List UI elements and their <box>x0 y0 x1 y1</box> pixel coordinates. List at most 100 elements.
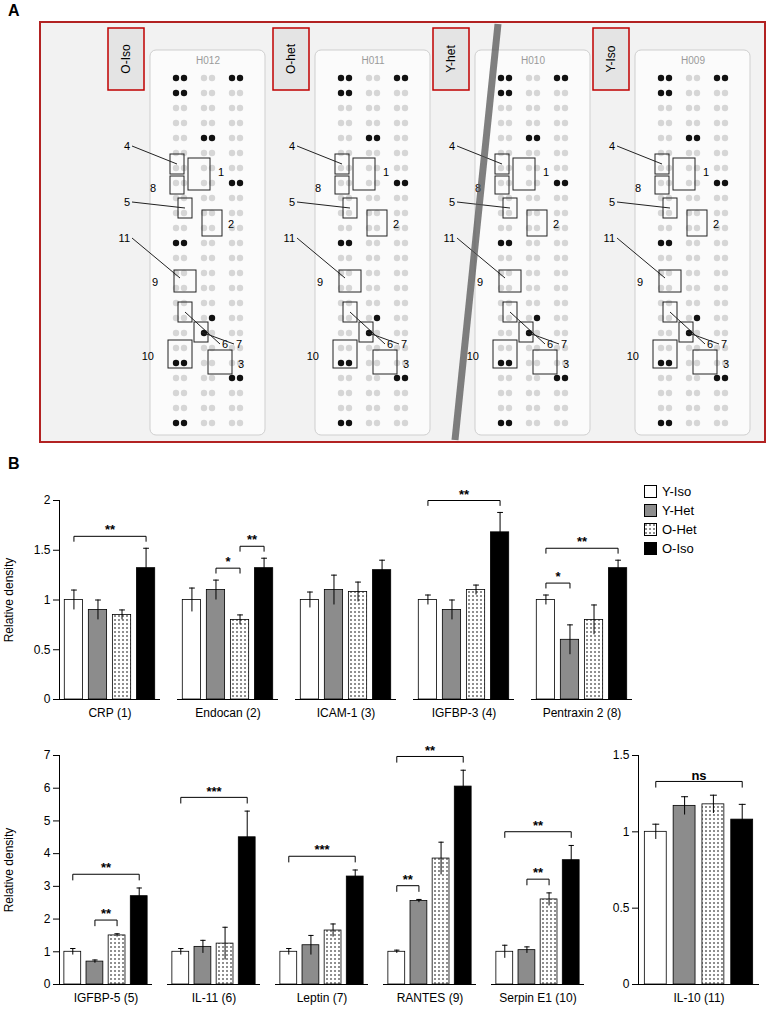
svg-text:**: ** <box>247 532 258 547</box>
svg-text:4: 4 <box>44 846 51 860</box>
svg-text:H009: H009 <box>681 55 705 66</box>
svg-text:H012: H012 <box>196 55 220 66</box>
svg-text:H011: H011 <box>361 55 385 66</box>
svg-text:2: 2 <box>44 493 51 507</box>
svg-text:10: 10 <box>307 350 319 362</box>
svg-text:1: 1 <box>703 166 709 178</box>
svg-text:2: 2 <box>713 218 719 230</box>
svg-text:2: 2 <box>44 912 51 926</box>
svg-text:ICAM-1 (3): ICAM-1 (3) <box>317 706 376 720</box>
svg-text:IL-11 (6): IL-11 (6) <box>192 991 236 1005</box>
svg-text:3: 3 <box>44 879 51 893</box>
svg-text:2: 2 <box>553 218 559 230</box>
svg-text:2: 2 <box>228 218 234 230</box>
svg-text:**: ** <box>403 872 414 887</box>
svg-text:9: 9 <box>152 276 158 288</box>
svg-text:8: 8 <box>635 182 641 194</box>
svg-text:**: ** <box>101 906 112 921</box>
svg-text:3: 3 <box>563 358 569 370</box>
svg-text:10: 10 <box>467 350 479 362</box>
svg-text:5: 5 <box>289 196 295 208</box>
svg-text:4: 4 <box>449 140 455 152</box>
svg-text:6: 6 <box>387 338 394 350</box>
svg-text:10: 10 <box>627 350 639 362</box>
svg-text:1.5: 1.5 <box>613 748 630 762</box>
svg-text:H010: H010 <box>521 55 545 66</box>
svg-text:0: 0 <box>44 692 51 706</box>
svg-text:**: ** <box>577 534 588 549</box>
svg-text:Leptin (7): Leptin (7) <box>297 991 348 1005</box>
svg-text:11: 11 <box>604 232 615 244</box>
svg-text:4: 4 <box>289 140 295 152</box>
svg-text:5: 5 <box>124 196 130 208</box>
svg-text:9: 9 <box>637 276 643 288</box>
svg-text:ns: ns <box>691 768 706 783</box>
svg-text:1: 1 <box>44 945 51 959</box>
svg-text:**: ** <box>533 865 544 880</box>
svg-text:6: 6 <box>222 338 229 350</box>
svg-text:4: 4 <box>124 140 130 152</box>
svg-text:6: 6 <box>44 781 51 795</box>
svg-text:*: * <box>555 569 561 584</box>
svg-text:5: 5 <box>44 814 51 828</box>
svg-text:Serpin E1 (10): Serpin E1 (10) <box>499 991 576 1005</box>
svg-text:8: 8 <box>150 182 156 194</box>
svg-text:O-het: O-het <box>284 43 298 74</box>
svg-text:1: 1 <box>623 825 630 839</box>
svg-text:IGFBP-5 (5): IGFBP-5 (5) <box>74 991 139 1005</box>
html-text:Y-Iso: Y-Iso <box>662 484 692 499</box>
svg-text:1: 1 <box>44 593 51 607</box>
svg-text:5: 5 <box>609 196 615 208</box>
svg-text:0: 0 <box>623 977 630 991</box>
svg-text:1: 1 <box>543 166 549 178</box>
svg-text:0.5: 0.5 <box>34 643 51 657</box>
svg-text:7: 7 <box>44 748 51 762</box>
svg-text:A: A <box>8 2 20 19</box>
html-text:O-Iso: O-Iso <box>662 541 694 556</box>
html-text:B: B <box>8 455 20 472</box>
svg-text:0: 0 <box>44 977 51 991</box>
svg-text:3: 3 <box>238 358 244 370</box>
svg-text:IGFBP-3 (4): IGFBP-3 (4) <box>432 706 497 720</box>
svg-text:**: ** <box>533 818 544 833</box>
svg-text:***: *** <box>206 784 222 799</box>
svg-text:RANTES (9): RANTES (9) <box>397 991 464 1005</box>
svg-text:7: 7 <box>236 338 242 350</box>
svg-text:11: 11 <box>284 232 295 244</box>
svg-text:2: 2 <box>393 218 399 230</box>
svg-text:O-Iso: O-Iso <box>119 44 133 74</box>
svg-text:1: 1 <box>383 166 389 178</box>
svg-text:**: ** <box>101 860 112 875</box>
svg-text:**: ** <box>459 487 470 502</box>
svg-text:4: 4 <box>609 140 615 152</box>
svg-text:Y-Iso: Y-Iso <box>604 45 618 72</box>
html-text:Y-Het: Y-Het <box>662 503 694 518</box>
svg-text:Relative density: Relative density <box>2 828 16 913</box>
svg-text:3: 3 <box>723 358 729 370</box>
svg-text:9: 9 <box>317 276 323 288</box>
svg-text:Relative density: Relative density <box>2 558 16 643</box>
svg-text:0.5: 0.5 <box>613 901 630 915</box>
html-text:O-Het: O-Het <box>662 522 697 537</box>
svg-text:3: 3 <box>403 358 409 370</box>
svg-text:***: *** <box>314 842 330 857</box>
svg-text:*: * <box>225 554 231 569</box>
svg-text:7: 7 <box>561 338 567 350</box>
svg-text:7: 7 <box>721 338 727 350</box>
svg-text:CRP (1): CRP (1) <box>88 706 131 720</box>
svg-text:7: 7 <box>401 338 407 350</box>
svg-text:**: ** <box>425 743 436 758</box>
svg-text:Endocan (2): Endocan (2) <box>195 706 260 720</box>
svg-text:9: 9 <box>477 276 483 288</box>
svg-text:5: 5 <box>449 196 455 208</box>
svg-text:10: 10 <box>142 350 154 362</box>
svg-text:Y-het: Y-het <box>444 45 458 73</box>
svg-text:8: 8 <box>315 182 321 194</box>
svg-text:11: 11 <box>444 232 455 244</box>
svg-text:1.5: 1.5 <box>34 543 51 557</box>
svg-text:IL-10 (11): IL-10 (11) <box>673 991 724 1005</box>
svg-text:**: ** <box>105 522 116 537</box>
svg-text:1: 1 <box>218 166 224 178</box>
svg-text:Pentraxin 2 (8): Pentraxin 2 (8) <box>543 706 622 720</box>
svg-text:11: 11 <box>119 232 130 244</box>
